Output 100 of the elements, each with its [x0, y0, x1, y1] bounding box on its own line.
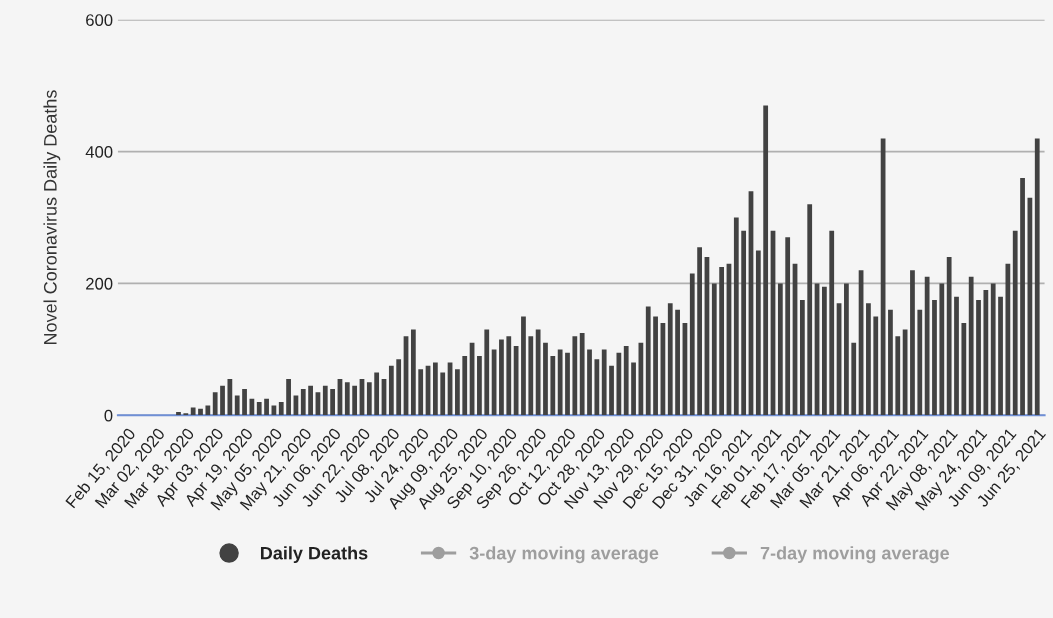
legend-label: 7-day moving average: [760, 546, 950, 564]
bar: [763, 105, 769, 416]
bar: [565, 352, 570, 416]
bar: [264, 398, 269, 416]
legend-label: Daily Deaths: [260, 546, 368, 564]
bar: [983, 290, 989, 416]
y-tick-label: 600: [86, 14, 113, 26]
bar: [579, 332, 585, 416]
bar: [344, 382, 350, 416]
bar: [477, 355, 482, 416]
bar: [176, 412, 181, 416]
bar: [462, 355, 468, 416]
bar: [998, 296, 1003, 416]
bar: [924, 276, 930, 416]
bar: [917, 309, 923, 416]
bar: [954, 296, 959, 416]
bar: [1005, 263, 1011, 416]
bar: [1012, 230, 1018, 416]
bar: [822, 286, 827, 416]
bar: [594, 359, 600, 416]
y-tick-label: 200: [86, 277, 113, 290]
bar: [198, 408, 203, 416]
bar: [528, 336, 534, 416]
bar: [205, 405, 211, 416]
bar: [256, 402, 262, 416]
bar: [631, 362, 636, 416]
bar: [844, 283, 849, 416]
bar: [330, 388, 336, 416]
bar: [212, 392, 218, 416]
y-tick-label: 400: [85, 146, 113, 158]
bar: [557, 349, 563, 416]
bar: [946, 257, 952, 416]
bar: [300, 388, 306, 416]
bar: [741, 230, 747, 416]
bar: [653, 316, 658, 416]
bar: [910, 270, 915, 416]
bar: [506, 336, 512, 416]
bar: [719, 266, 725, 416]
bar: [851, 342, 857, 416]
bar: [711, 283, 717, 416]
bar: [587, 349, 592, 416]
bar: [550, 355, 556, 416]
bar: [623, 346, 629, 416]
bar: [888, 309, 893, 416]
bar: [234, 395, 240, 416]
bar: [388, 365, 394, 416]
bar: [961, 323, 967, 416]
bar: [278, 402, 284, 416]
bar: [513, 346, 519, 416]
bar: [242, 388, 247, 416]
y-axis-title: Novel Coronavirus Daily Deaths: [43, 90, 61, 344]
bar: [990, 283, 996, 416]
bar: [785, 237, 791, 416]
bar: [609, 365, 614, 416]
bar: [484, 329, 490, 416]
bar: [396, 359, 402, 416]
bar: [807, 204, 813, 416]
bar: [601, 349, 607, 416]
bar: [440, 372, 446, 416]
bar: [410, 329, 416, 416]
bar: [976, 299, 981, 416]
bar: [220, 385, 225, 416]
bar: [733, 217, 739, 416]
bar: [829, 230, 835, 416]
bar: [322, 385, 328, 416]
legend-label: 3-day moving average: [469, 546, 659, 564]
bar: [675, 309, 680, 416]
bar: [432, 362, 438, 416]
bar: [1020, 177, 1025, 416]
bar: [521, 316, 526, 416]
bar: [616, 352, 622, 416]
bar: [455, 369, 460, 416]
bar: [1034, 138, 1040, 416]
bar: [286, 379, 291, 416]
bar: [939, 283, 945, 416]
bar: [645, 306, 651, 416]
bar: [227, 379, 233, 416]
bar: [418, 369, 424, 416]
bar: [755, 250, 761, 416]
bar: [308, 385, 313, 416]
bar: [799, 299, 805, 416]
bar: [352, 385, 358, 416]
bar: [968, 276, 974, 416]
bar: [932, 299, 937, 416]
bar: [866, 303, 871, 416]
bar: [697, 247, 702, 416]
bar: [190, 407, 196, 416]
y-tick-label: 0: [104, 409, 113, 422]
bar: [895, 336, 901, 416]
bar: [689, 273, 695, 416]
bar: [535, 329, 541, 416]
bar: [667, 303, 673, 416]
bar: [366, 382, 372, 416]
bar: [777, 283, 783, 416]
bar: [572, 336, 578, 416]
bar: [873, 316, 879, 416]
bar: [374, 372, 380, 416]
bar: [902, 329, 908, 416]
bar: [499, 339, 504, 416]
bar: [543, 342, 548, 416]
